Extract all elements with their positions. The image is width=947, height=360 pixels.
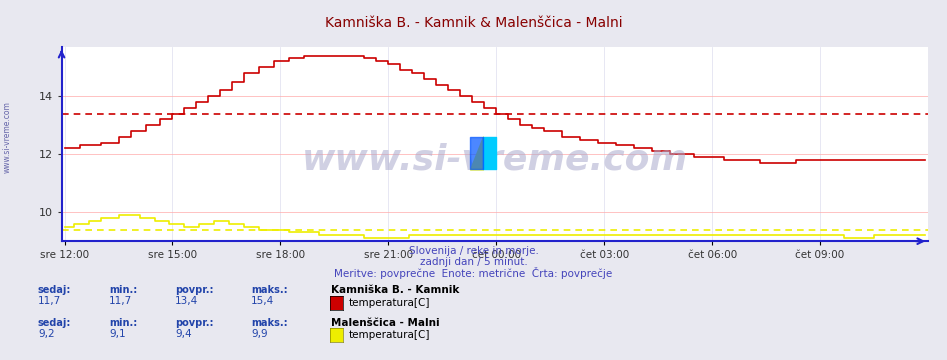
Text: www.si-vreme.com: www.si-vreme.com xyxy=(3,101,12,173)
Text: maks.:: maks.: xyxy=(251,318,288,328)
Text: sedaj:: sedaj: xyxy=(38,318,71,328)
Text: zadnji dan / 5 minut.: zadnji dan / 5 minut. xyxy=(420,257,527,267)
Text: 13,4: 13,4 xyxy=(175,296,199,306)
Text: Kamniška B. - Kamnik: Kamniška B. - Kamnik xyxy=(331,285,460,296)
Text: 15,4: 15,4 xyxy=(251,296,275,306)
Text: Kamniška B. - Kamnik & Malenščica - Malni: Kamniška B. - Kamnik & Malenščica - Maln… xyxy=(325,16,622,30)
Text: 11,7: 11,7 xyxy=(109,296,133,306)
Text: 9,2: 9,2 xyxy=(38,329,55,339)
Text: min.:: min.: xyxy=(109,318,137,328)
Text: povpr.:: povpr.: xyxy=(175,285,214,296)
Text: povpr.:: povpr.: xyxy=(175,318,214,328)
Text: 9,4: 9,4 xyxy=(175,329,192,339)
Text: 9,9: 9,9 xyxy=(251,329,268,339)
Text: Malenščica - Malni: Malenščica - Malni xyxy=(331,318,440,328)
Text: www.si-vreme.com: www.si-vreme.com xyxy=(302,143,688,176)
Text: temperatura[C]: temperatura[C] xyxy=(348,330,430,340)
Text: 11,7: 11,7 xyxy=(38,296,62,306)
Text: 9,1: 9,1 xyxy=(109,329,126,339)
Text: maks.:: maks.: xyxy=(251,285,288,296)
Text: sedaj:: sedaj: xyxy=(38,285,71,296)
Text: temperatura[C]: temperatura[C] xyxy=(348,298,430,308)
Text: min.:: min.: xyxy=(109,285,137,296)
Text: Slovenija / reke in morje.: Slovenija / reke in morje. xyxy=(408,246,539,256)
Text: Meritve: povprečne  Enote: metrične  Črta: povprečje: Meritve: povprečne Enote: metrične Črta:… xyxy=(334,267,613,279)
